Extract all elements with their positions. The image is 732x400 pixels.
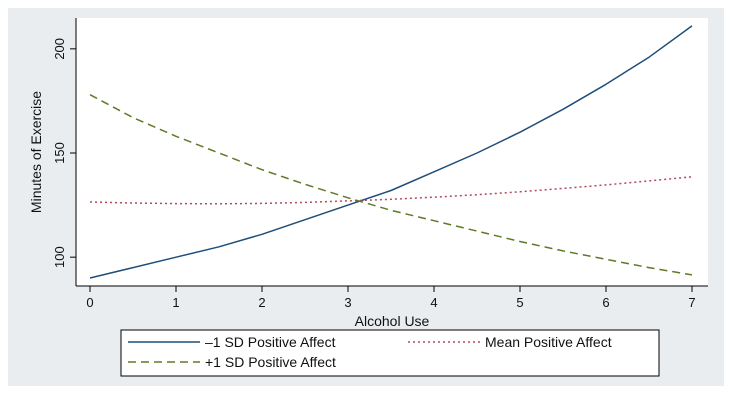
x-tick-label: 0	[86, 295, 93, 310]
plot-area	[76, 18, 708, 286]
y-tick-label: 200	[52, 38, 67, 60]
series-line-plus-1sd	[89, 94, 693, 276]
x-axis-title: Alcohol Use	[355, 313, 430, 329]
series-line-minus-1sd	[89, 25, 693, 279]
y-axis-title: Minutes of Exercise	[28, 91, 44, 213]
x-tick-label: 6	[602, 295, 609, 310]
legend: –1 SD Positive Affect Mean Positive Affe…	[120, 329, 660, 377]
y-tick-label: 100	[52, 246, 67, 268]
x-tick-label: 4	[430, 295, 437, 310]
x-tick-label: 7	[688, 295, 695, 310]
x-tick-label: 1	[172, 295, 179, 310]
y-ticks: 100 150 200	[52, 38, 76, 268]
legend-label-plus-1sd: +1 SD Positive Affect	[205, 354, 336, 370]
legend-label-minus-1sd: –1 SD Positive Affect	[205, 334, 336, 350]
x-tick-label: 5	[516, 295, 523, 310]
x-ticks: 0 1 2 3 4 5 6 7	[86, 286, 696, 310]
series-group	[89, 25, 693, 279]
x-tick-label: 3	[344, 295, 351, 310]
legend-box	[120, 329, 660, 377]
x-tick-label: 2	[258, 295, 265, 310]
legend-label-mean: Mean Positive Affect	[485, 334, 612, 350]
y-tick-label: 150	[52, 142, 67, 164]
series-line-mean	[89, 176, 693, 205]
